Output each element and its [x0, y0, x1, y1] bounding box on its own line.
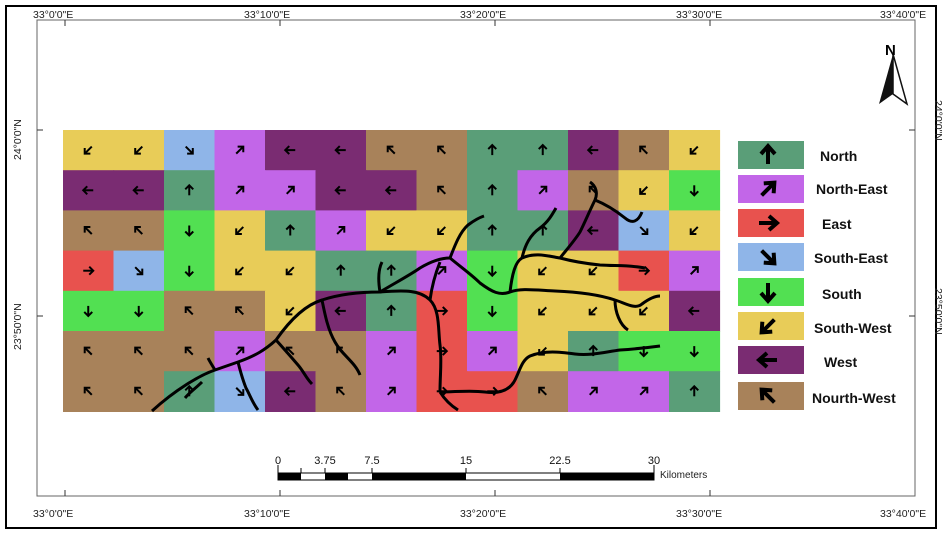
- legend-label-south: South: [822, 286, 862, 302]
- legend-swatch: [738, 382, 804, 410]
- aspect-grid: [63, 130, 721, 412]
- legend-label-north-west: Nourth-West: [812, 390, 896, 406]
- legend-label-south-west: South-West: [814, 320, 892, 336]
- lat-label-right-0: 24°0'0"N: [932, 100, 944, 141]
- map-border: [36, 19, 916, 497]
- lat-label-left-1: 23°50'0"N: [12, 303, 24, 350]
- lon-label-bottom-1: 33°10'0"E: [244, 508, 291, 520]
- lat-label-left-0: 24°0'0"N: [12, 119, 24, 160]
- lon-label-bottom-0: 33°0'0"E: [33, 508, 74, 520]
- lon-label-top-3: 33°30'0"E: [676, 9, 723, 21]
- legend-label-west: West: [824, 354, 858, 370]
- lon-label-bottom-2: 33°20'0"E: [460, 508, 507, 520]
- scale-tick-2: 7.5: [364, 455, 380, 467]
- scale-tick-3: 15: [459, 455, 473, 467]
- legend-label-east: East: [822, 216, 852, 232]
- legend-label-north-east: North-East: [816, 181, 888, 197]
- lon-label-bottom-3: 33°30'0"E: [676, 508, 723, 520]
- lon-label-top-0: 33°0'0"E: [33, 9, 74, 21]
- drainage-network: [150, 180, 661, 413]
- legend-swatch: [738, 141, 804, 169]
- legend-swatches: [738, 141, 804, 410]
- north-arrow-icon: [879, 53, 909, 106]
- scale-tick-1: 3.75: [314, 455, 336, 467]
- legend-swatch: [738, 175, 804, 203]
- north-label: N: [885, 42, 896, 59]
- lat-label-right-1: 23°50'0"N: [932, 288, 944, 335]
- graticule-ticks: [37, 20, 915, 496]
- legend-swatch: [738, 312, 804, 340]
- scale-tick-4: 22.5: [549, 455, 571, 467]
- scale-bar: [277, 465, 655, 481]
- lon-label-top-1: 33°10'0"E: [244, 9, 291, 21]
- scale-tick-5: 30: [647, 455, 661, 467]
- legend-label-north: North: [820, 148, 858, 164]
- lon-label-bottom-4: 33°40'0"E: [880, 508, 927, 520]
- legend-label-south-east: South-East: [814, 250, 888, 266]
- legend-swatch: [738, 278, 804, 306]
- lon-label-top-2: 33°20'0"E: [460, 9, 507, 21]
- scale-unit: Kilometers: [660, 470, 708, 481]
- legend-swatch: [738, 243, 804, 271]
- lon-label-top-4: 33°40'0"E: [880, 9, 927, 21]
- scale-tick-0: 0: [274, 455, 282, 467]
